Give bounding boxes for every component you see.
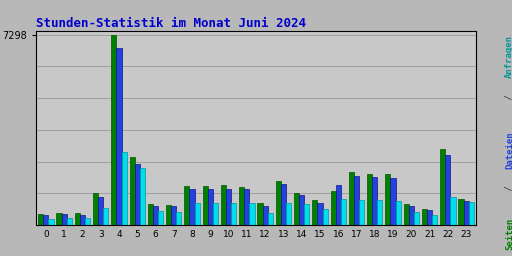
Bar [44, 215, 49, 225]
Bar [213, 203, 218, 225]
Bar [377, 200, 382, 225]
Bar [372, 177, 377, 225]
Bar [281, 184, 286, 225]
Bar [244, 189, 249, 225]
Bar [239, 187, 244, 225]
Bar [249, 203, 254, 225]
Bar [427, 210, 432, 225]
Bar [80, 215, 85, 225]
Bar [349, 172, 354, 225]
Bar [221, 185, 226, 225]
Bar [336, 185, 341, 225]
Bar [458, 199, 463, 225]
Bar [422, 209, 427, 225]
Bar [93, 193, 98, 225]
Bar [341, 199, 346, 225]
Bar [294, 193, 299, 225]
Bar [323, 209, 328, 225]
Bar [231, 202, 236, 225]
Bar [111, 35, 116, 225]
Bar [451, 197, 456, 225]
Bar [189, 189, 195, 225]
Text: /: / [505, 89, 512, 105]
Bar [286, 203, 291, 225]
Bar [409, 206, 414, 225]
Bar [116, 48, 121, 225]
Bar [135, 164, 140, 225]
Bar [176, 212, 181, 225]
Bar [268, 213, 273, 225]
Bar [166, 205, 171, 225]
Bar [75, 213, 80, 225]
Bar [153, 206, 158, 225]
Bar [463, 201, 468, 225]
Bar [403, 204, 409, 225]
Bar [208, 189, 213, 225]
Bar [103, 208, 109, 225]
Bar [61, 214, 67, 225]
Text: Stunden-Statistik im Monat Juni 2024: Stunden-Statistik im Monat Juni 2024 [36, 17, 306, 29]
Bar [468, 202, 474, 225]
Bar [391, 178, 396, 225]
Bar [140, 168, 145, 225]
Bar [171, 206, 176, 225]
Bar [263, 206, 268, 225]
Text: Anfragen: Anfragen [505, 35, 512, 78]
Bar [226, 189, 231, 225]
Bar [130, 157, 135, 225]
Bar [359, 200, 364, 225]
Bar [49, 219, 54, 225]
Bar [440, 150, 445, 225]
Bar [299, 195, 304, 225]
Bar [98, 197, 103, 225]
Bar [414, 212, 419, 225]
Bar [445, 155, 451, 225]
Bar [304, 204, 309, 225]
Text: Dateien: Dateien [505, 131, 512, 169]
Bar [184, 186, 189, 225]
Text: Seiten: Seiten [505, 218, 512, 250]
Bar [317, 202, 323, 225]
Bar [396, 201, 401, 225]
Bar [56, 213, 61, 225]
Bar [121, 152, 126, 225]
Bar [38, 214, 44, 225]
Bar [331, 191, 336, 225]
Bar [276, 181, 281, 225]
Bar [312, 200, 317, 225]
Bar [367, 174, 372, 225]
Bar [386, 174, 391, 225]
Bar [195, 202, 200, 225]
Text: /: / [505, 179, 512, 196]
Bar [67, 218, 72, 225]
Bar [148, 204, 153, 225]
Bar [158, 211, 163, 225]
Bar [354, 176, 359, 225]
Bar [258, 203, 263, 225]
Bar [85, 218, 90, 225]
Bar [203, 186, 208, 225]
Bar [432, 215, 437, 225]
